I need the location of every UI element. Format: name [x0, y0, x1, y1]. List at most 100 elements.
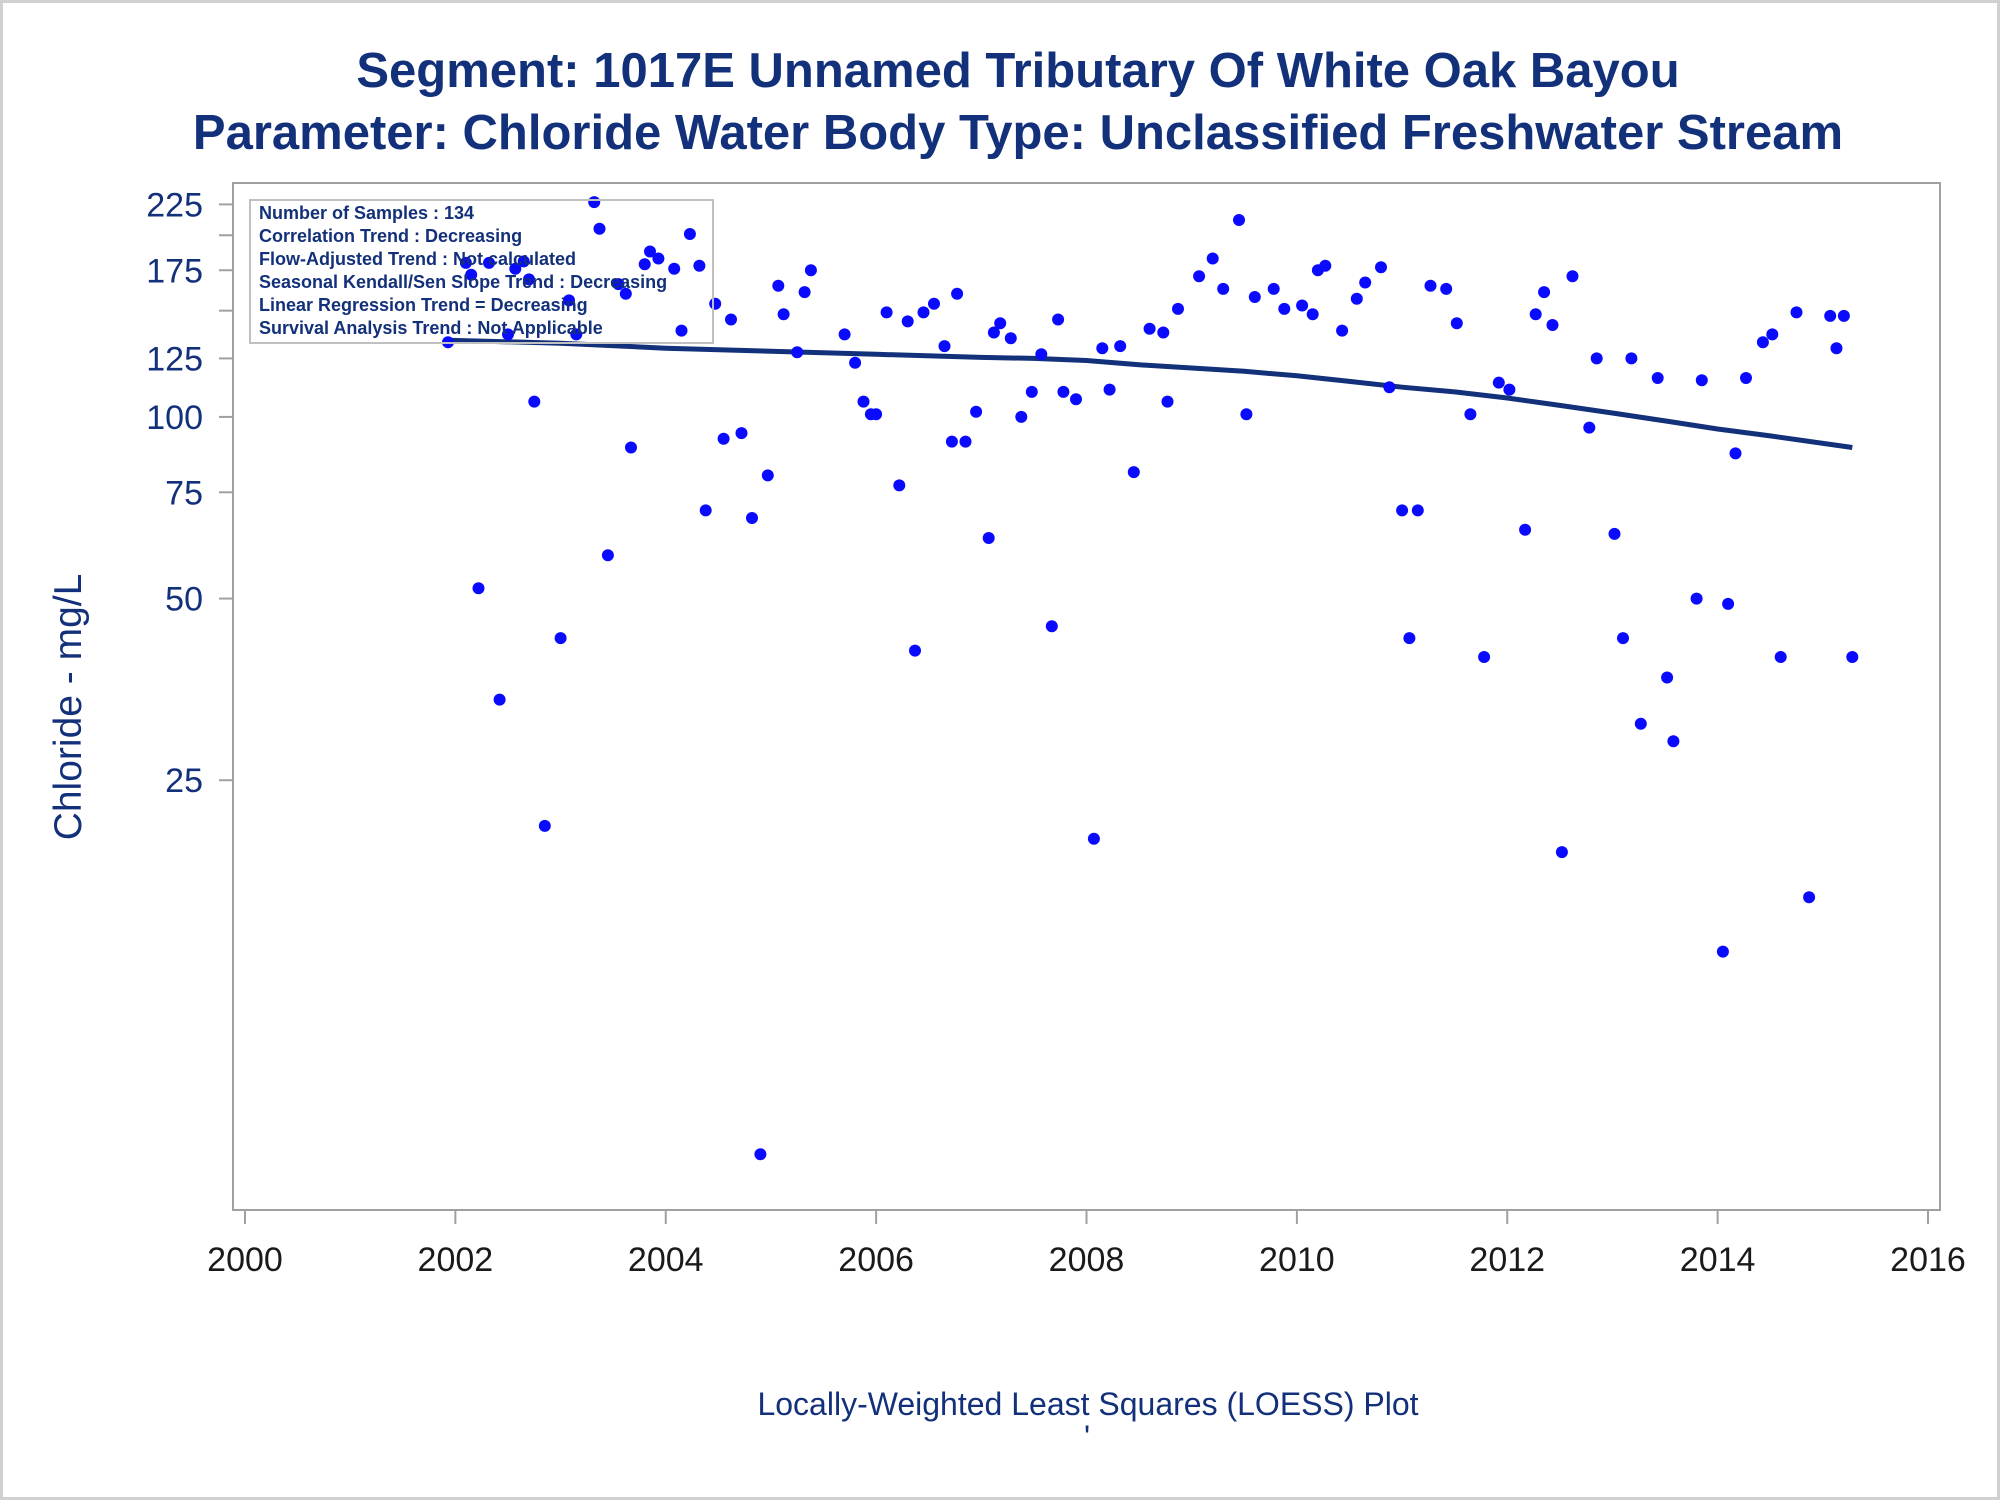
- data-point: [612, 278, 625, 291]
- data-point: [1206, 252, 1219, 265]
- data-point: [693, 259, 706, 272]
- data-point: [1667, 735, 1680, 748]
- data-point: [1217, 282, 1230, 295]
- data-point: [1503, 383, 1516, 396]
- data-point: [791, 346, 804, 359]
- data-point: [1478, 651, 1491, 663]
- data-point: [1546, 319, 1559, 331]
- y-tick-label-100: 100: [146, 399, 203, 437]
- data-point: [1824, 309, 1837, 322]
- data-point: [982, 532, 995, 544]
- data-point: [570, 328, 583, 341]
- data-point: [1464, 408, 1477, 421]
- data-point: [1096, 342, 1109, 355]
- y-tick-label-175: 175: [146, 252, 203, 290]
- data-point: [1172, 302, 1184, 315]
- data-point: [1651, 372, 1664, 384]
- data-point: [1566, 270, 1579, 283]
- data-point: [1143, 322, 1156, 335]
- data-point: [1267, 282, 1280, 295]
- data-point: [938, 340, 951, 353]
- data-point: [538, 819, 551, 832]
- data-point: [1114, 340, 1127, 353]
- data-point: [1004, 332, 1017, 345]
- data-point: [1555, 846, 1568, 859]
- stats-line-flow-adjusted: Flow-Adjusted Trend : Not calculated: [259, 249, 576, 269]
- data-point: [1278, 302, 1291, 315]
- data-point: [1625, 352, 1638, 365]
- chart-title-line1: Segment: 1017E Unnamed Tributary Of Whit…: [356, 44, 1679, 98]
- data-point: [668, 262, 681, 275]
- data-point: [1846, 651, 1859, 663]
- data-point: [893, 479, 906, 492]
- data-point: [772, 279, 785, 292]
- data-point: [1608, 527, 1621, 540]
- data-point: [1424, 279, 1437, 292]
- data-point: [459, 256, 472, 269]
- data-point: [970, 405, 983, 418]
- data-point: [909, 644, 921, 657]
- data-point: [1617, 632, 1629, 645]
- data-point: [1590, 352, 1603, 365]
- data-point: [1450, 317, 1463, 330]
- data-point: [804, 264, 817, 277]
- data-point: [1070, 393, 1082, 406]
- point-layer: [442, 196, 1859, 1161]
- data-point: [1766, 328, 1779, 341]
- data-point: [638, 258, 651, 271]
- data-point: [483, 256, 495, 269]
- data-point: [1774, 651, 1787, 663]
- stats-line-correlation: Correlation Trend : Decreasing: [259, 226, 522, 246]
- data-point: [951, 287, 964, 300]
- data-point: [1695, 374, 1708, 387]
- x-tick-label-2008: 2008: [1049, 1241, 1125, 1279]
- data-point: [901, 315, 914, 328]
- data-point: [1729, 447, 1742, 460]
- data-point: [1025, 385, 1038, 398]
- data-point: [1756, 336, 1769, 349]
- data-point: [625, 441, 637, 454]
- data-point: [528, 395, 541, 408]
- data-point: [465, 268, 478, 281]
- data-point: [1722, 597, 1735, 610]
- data-point: [1396, 504, 1409, 517]
- data-point: [619, 287, 632, 300]
- data-point: [1306, 308, 1319, 321]
- data-point: [994, 317, 1007, 330]
- data-point: [725, 313, 737, 326]
- data-point: [735, 427, 748, 440]
- data-point: [1359, 276, 1372, 289]
- data-point: [928, 297, 940, 310]
- data-point: [1045, 620, 1058, 633]
- data-point: [746, 512, 758, 524]
- stats-line-survival: Survival Analysis Trend : Not Applicable: [259, 318, 603, 338]
- data-point: [593, 222, 606, 235]
- data-point: [1296, 299, 1309, 312]
- data-point: [1440, 282, 1453, 295]
- data-point: [754, 1148, 767, 1161]
- data-point: [588, 196, 601, 209]
- data-point: [1740, 372, 1752, 384]
- data-point: [1830, 342, 1843, 355]
- data-point: [959, 435, 972, 448]
- data-point: [1583, 421, 1596, 434]
- data-point: [554, 632, 567, 645]
- data-point: [1035, 348, 1048, 361]
- data-point: [717, 432, 730, 445]
- data-point: [1240, 408, 1253, 421]
- x-tick-label-2014: 2014: [1680, 1241, 1756, 1279]
- data-point: [472, 582, 485, 595]
- x-tick-label-2016: 2016: [1890, 1241, 1966, 1279]
- data-point: [1690, 592, 1703, 605]
- x-axis: 2000 2002 2004 2006 2008 2010 2012 2014 2016: [207, 1210, 1966, 1279]
- x-tick-label-2000: 2000: [207, 1241, 283, 1279]
- y-axis: 25 50 75 100 125 175 225: [146, 186, 233, 800]
- data-point: [880, 306, 893, 319]
- stats-inset-box: [249, 199, 714, 344]
- data-point: [502, 328, 514, 341]
- data-point: [1052, 313, 1065, 326]
- loess-caption: Locally-Weighted Least Squares (LOESS) P…: [757, 1386, 1418, 1422]
- y-tick-label-25: 25: [165, 762, 203, 800]
- data-point: [683, 228, 696, 240]
